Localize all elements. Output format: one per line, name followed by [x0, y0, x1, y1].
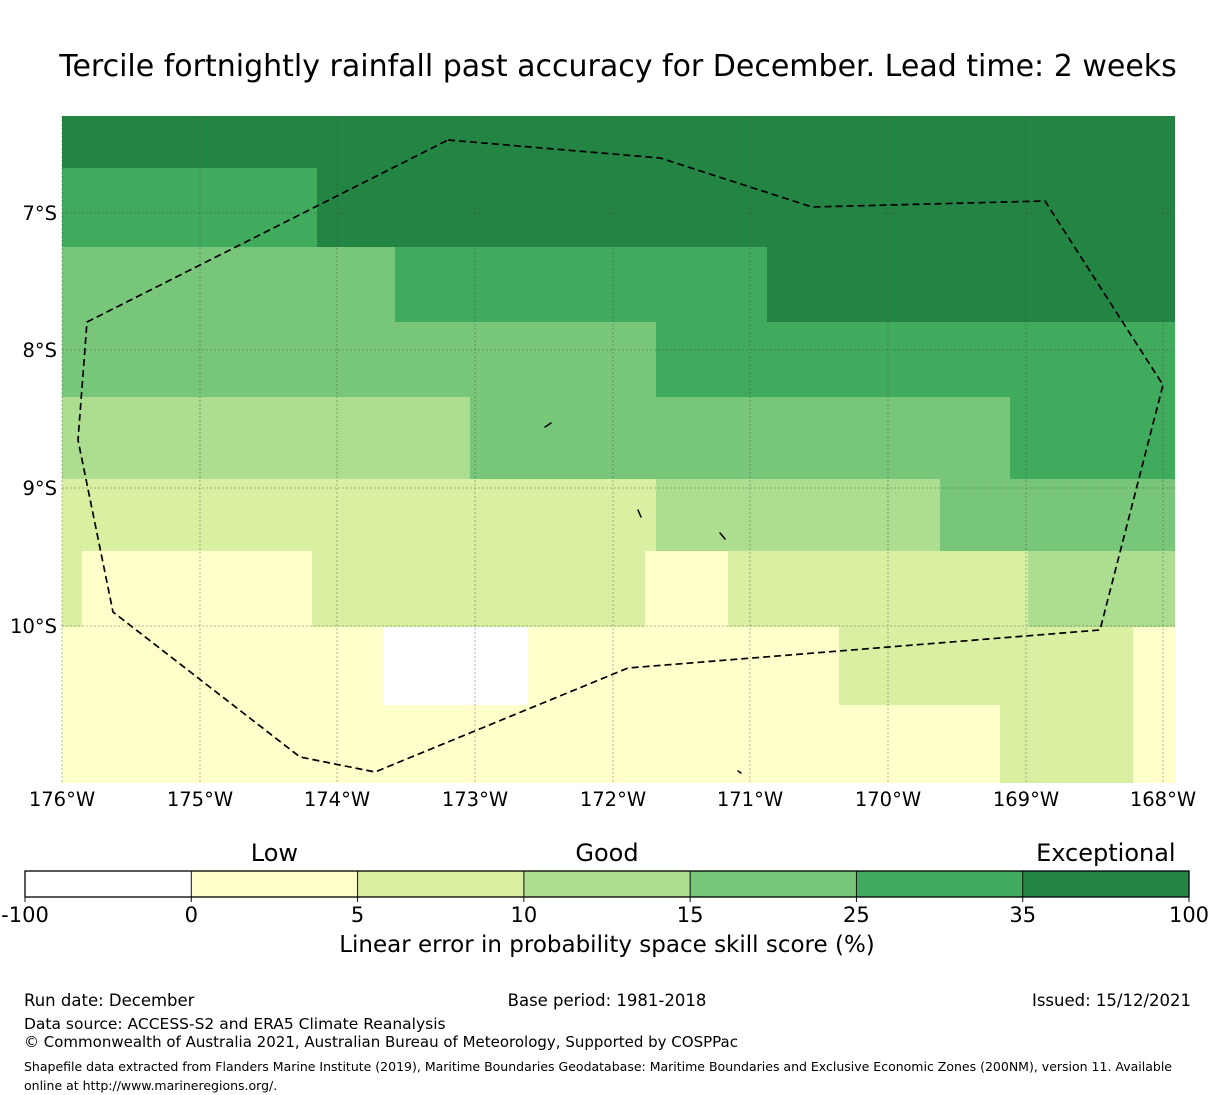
lon-tick-label: 176°W: [29, 788, 95, 811]
lat-tick-label: 8°S: [22, 339, 57, 362]
map-cell: [728, 551, 1028, 627]
map-cell: [62, 116, 1175, 168]
colorbar-segment: [690, 871, 857, 897]
map-cell: [1133, 705, 1175, 783]
map-cell: [82, 551, 312, 627]
lon-tick-label: 170°W: [855, 788, 921, 811]
colorbar-tick-label: 25: [843, 903, 870, 927]
map-cell: [62, 168, 317, 247]
map-cell: [62, 322, 656, 397]
map-cell: [62, 627, 384, 705]
colorbar-tick-label: 35: [1009, 903, 1036, 927]
map-cell: [528, 627, 839, 705]
lat-tick-label: 9°S: [22, 477, 57, 500]
colorbar-segment: [191, 871, 358, 897]
lon-tick-label: 173°W: [442, 788, 508, 811]
map-cell: [656, 479, 940, 551]
footer-run-date: Run date: December: [24, 991, 195, 1010]
footer-data-source: Data source: ACCESS-S2 and ERA5 Climate …: [24, 1015, 446, 1033]
colorbar-segment: [1022, 871, 1189, 897]
page-title: Tercile fortnightly rainfall past accura…: [59, 49, 1177, 84]
lat-tick-label: 7°S: [22, 202, 57, 225]
island-mark: [737, 770, 742, 774]
island-mark: [544, 422, 552, 428]
map-cell: [62, 479, 656, 551]
lon-tick-label: 172°W: [580, 788, 646, 811]
colorbar-category-label: Low: [251, 839, 298, 867]
lon-tick-label: 171°W: [717, 788, 783, 811]
map-cell: [312, 551, 645, 627]
lon-tick-label: 169°W: [993, 788, 1059, 811]
colorbar-tick-label: 10: [510, 903, 537, 927]
lon-tick-label: 168°W: [1130, 788, 1196, 811]
map-cell: [62, 551, 82, 627]
colorbar-axis-label: Linear error in probability space skill …: [339, 932, 875, 958]
colorbar-segment: [357, 871, 524, 897]
map-cell: [62, 705, 1000, 783]
map-cell: [645, 551, 728, 627]
map-cell: [1133, 627, 1175, 705]
island-mark: [719, 532, 726, 540]
map-cell: [656, 322, 1175, 397]
lon-tick-label: 175°W: [167, 788, 233, 811]
map-cell: [395, 247, 767, 322]
map-cell: [1010, 397, 1175, 479]
map-cell: [62, 397, 470, 479]
island-mark: [637, 509, 642, 518]
map-cell: [62, 247, 395, 322]
colorbar-category-label: Good: [575, 839, 638, 867]
colorbar-tick-label: -100: [1, 903, 49, 927]
map-cell: [767, 247, 1175, 322]
colorbar-tick-label: 5: [351, 903, 364, 927]
map-cell: [940, 479, 1175, 551]
colorbar-segment: [25, 871, 192, 897]
colorbar-tick-label: 0: [185, 903, 198, 927]
colorbar-frame: [24, 870, 1190, 898]
footer-shapefile-note: Shapefile data extracted from Flanders M…: [24, 1059, 1172, 1094]
colorbar-segment: [523, 871, 691, 897]
lat-tick-label: 10°S: [10, 615, 57, 638]
footer-base-period: Base period: 1981-2018: [507, 991, 707, 1010]
footer-copyright: © Commonwealth of Australia 2021, Austra…: [24, 1033, 738, 1051]
map-cell: [384, 627, 528, 705]
colorbar-tick-label: 100: [1169, 903, 1209, 927]
map-cell: [470, 397, 1010, 479]
lon-tick-label: 174°W: [304, 788, 370, 811]
map-cell: [317, 168, 1175, 247]
footer-issued: Issued: 15/12/2021: [1031, 991, 1191, 1010]
colorbar-tick-label: 15: [677, 903, 704, 927]
map-cell: [1028, 551, 1175, 627]
eez-boundary-line: [77, 139, 1164, 773]
colorbar-category-label: Exceptional: [1036, 839, 1176, 867]
colorbar-segment: [856, 871, 1023, 897]
map-cell: [1000, 705, 1133, 783]
